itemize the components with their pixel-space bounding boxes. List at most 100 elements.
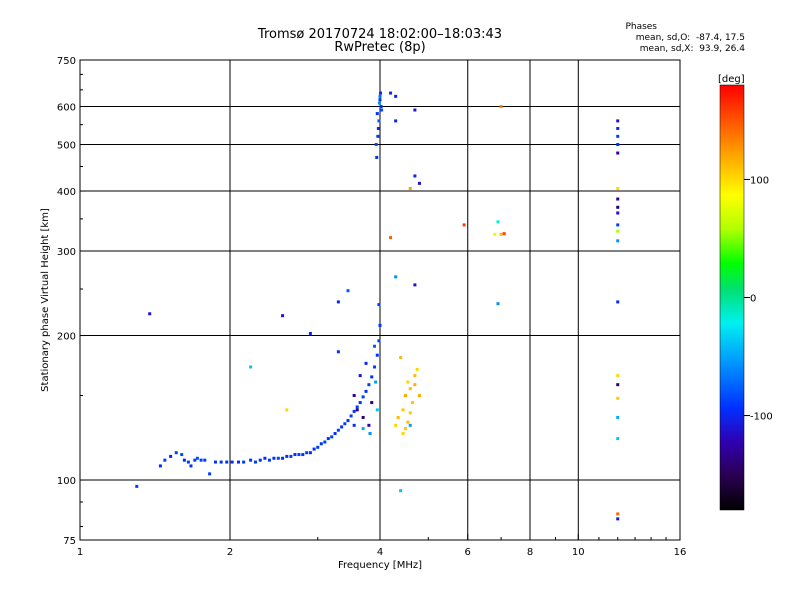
data-point xyxy=(305,451,309,455)
data-point xyxy=(374,380,378,384)
data-point xyxy=(499,232,503,236)
data-point xyxy=(361,415,365,419)
data-point xyxy=(373,344,377,348)
data-point xyxy=(374,143,378,147)
grid-lines xyxy=(80,60,680,540)
data-point xyxy=(340,425,344,429)
colorbar-tick-label: 100 xyxy=(750,175,769,186)
x-axis-label: Frequency [MHz] xyxy=(338,560,422,571)
data-point xyxy=(616,374,620,378)
data-point xyxy=(375,353,379,357)
data-point xyxy=(281,314,285,318)
data-point xyxy=(312,447,316,451)
data-point xyxy=(394,94,398,98)
x-tick-label: 4 xyxy=(377,547,383,558)
data-point xyxy=(496,302,500,306)
data-point xyxy=(293,453,297,457)
data-point xyxy=(403,427,407,431)
data-point xyxy=(396,415,400,419)
colorbar-tick-label: -100 xyxy=(750,412,773,423)
data-point xyxy=(616,223,620,227)
data-point xyxy=(355,405,359,409)
data-point xyxy=(316,445,320,449)
data-point xyxy=(281,456,285,460)
data-point xyxy=(258,458,262,462)
data-point xyxy=(616,143,620,147)
data-point xyxy=(301,453,305,457)
data-point xyxy=(616,512,620,516)
data-point xyxy=(376,134,380,138)
data-point xyxy=(358,374,362,378)
data-point xyxy=(225,460,229,464)
data-point xyxy=(358,401,362,405)
data-point xyxy=(401,432,405,436)
data-point xyxy=(373,365,377,369)
x-tick-label: 6 xyxy=(465,547,471,558)
data-point xyxy=(413,108,417,112)
data-point xyxy=(230,460,234,464)
data-point xyxy=(394,275,398,279)
data-point xyxy=(408,186,412,190)
data-point xyxy=(616,205,620,209)
data-point xyxy=(399,355,403,359)
data-point xyxy=(616,239,620,243)
data-point xyxy=(616,437,620,441)
data-point xyxy=(375,408,379,412)
data-point xyxy=(219,460,223,464)
data-point xyxy=(182,458,186,462)
data-point xyxy=(389,91,393,95)
data-point xyxy=(285,454,289,458)
data-point xyxy=(377,119,381,123)
data-point xyxy=(213,460,217,464)
data-point xyxy=(297,453,301,457)
data-point xyxy=(208,472,212,476)
data-point xyxy=(394,119,398,123)
data-point xyxy=(406,380,410,384)
colorbar xyxy=(719,84,745,511)
data-point xyxy=(370,375,374,379)
data-point xyxy=(378,98,382,102)
colorbar-tick-label: 0 xyxy=(750,294,756,305)
data-point xyxy=(343,422,347,426)
phases-mean-o: mean, sd,O: -87.4, 17.5 xyxy=(635,33,745,43)
data-point xyxy=(242,460,246,464)
y-tick-label: 400 xyxy=(57,187,76,198)
data-point xyxy=(249,458,253,462)
data-point xyxy=(361,395,365,399)
data-point xyxy=(367,423,371,427)
data-point xyxy=(355,408,359,412)
data-point xyxy=(408,411,412,415)
data-point xyxy=(361,427,365,431)
data-point xyxy=(368,432,372,436)
data-point xyxy=(616,151,620,155)
data-point xyxy=(158,464,162,468)
data-point xyxy=(352,409,356,413)
data-point xyxy=(408,423,412,427)
data-point xyxy=(135,484,139,488)
data-point xyxy=(285,408,289,412)
data-point xyxy=(249,365,253,369)
data-point xyxy=(616,126,620,130)
data-point xyxy=(616,517,620,521)
data-point xyxy=(333,432,337,436)
data-point xyxy=(462,223,466,227)
phases-heading: Phases xyxy=(625,22,657,32)
data-point xyxy=(263,456,267,460)
data-points xyxy=(135,91,620,521)
data-point xyxy=(336,350,340,354)
data-point xyxy=(399,489,403,493)
data-point xyxy=(413,174,417,178)
data-point xyxy=(148,312,152,316)
data-point xyxy=(417,181,421,185)
data-point xyxy=(616,119,620,123)
data-point xyxy=(394,423,398,427)
data-point xyxy=(377,101,381,105)
data-point xyxy=(319,442,323,446)
phases-mean-x: mean, sd,X: 93.9, 26.4 xyxy=(639,44,745,54)
data-point xyxy=(408,387,412,391)
data-point xyxy=(203,458,207,462)
data-point xyxy=(406,420,410,424)
data-point xyxy=(401,408,405,412)
data-point xyxy=(330,435,334,439)
data-point xyxy=(411,401,415,405)
